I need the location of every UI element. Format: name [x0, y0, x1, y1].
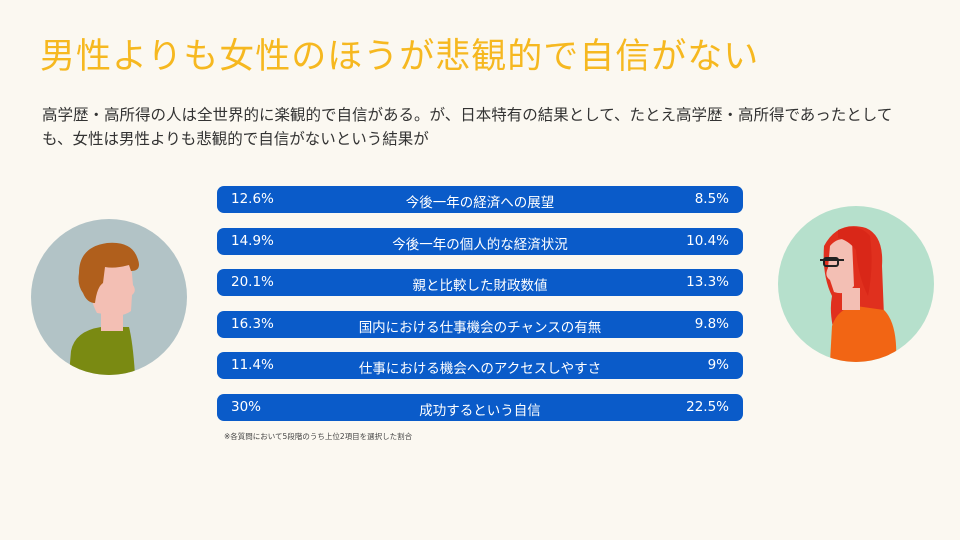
female-person-icon: [820, 226, 897, 362]
male-value: 12.6%: [231, 191, 274, 207]
female-value: 13.3%: [686, 274, 729, 290]
male-value: 16.3%: [231, 315, 274, 332]
female-value: 22.5%: [686, 398, 729, 415]
row-label: 親と比較した財政数値: [412, 278, 548, 294]
page-title: 男性よりも女性のほうが悲観的で自信がない: [40, 37, 760, 77]
row-label: 仕事における機会へのアクセスしやすさ: [358, 361, 602, 377]
female-value: 9.8%: [694, 315, 729, 332]
row-label: 国内における仕事機会のチャンスの有無: [358, 319, 602, 336]
comparison-row: 16.3% 国内における仕事機会のチャンスの有無 9.8%: [217, 310, 743, 338]
male-value: 20.1%: [231, 274, 274, 290]
comparison-rows: 12.6% 今後一年の経済への展望 8.5% 14.9% 今後一年の個人的な経済…: [217, 186, 743, 435]
female-value: 9%: [707, 357, 729, 373]
footnote: ※各質問において5段階のうち上位2項目を選択した割合: [224, 432, 413, 441]
male-avatar: [31, 219, 187, 375]
female-value: 8.5%: [694, 191, 729, 207]
row-label: 成功するという自信: [419, 402, 541, 419]
female-value: 10.4%: [686, 232, 729, 249]
male-value: 11.4%: [231, 357, 274, 373]
comparison-row: 20.1% 親と比較した財政数値 13.3%: [217, 269, 743, 296]
female-avatar: [778, 206, 934, 362]
comparison-row: 12.6% 今後一年の経済への展望 8.5%: [217, 186, 743, 213]
male-value: 14.9%: [231, 232, 274, 249]
male-person-icon: [69, 242, 139, 375]
row-label: 今後一年の個人的な経済状況: [392, 236, 568, 253]
comparison-row: 30% 成功するという自信 22.5%: [217, 393, 743, 421]
comparison-row: 14.9% 今後一年の個人的な経済状況 10.4%: [217, 227, 743, 255]
male-value: 30%: [231, 398, 262, 415]
subtitle-text: 高学歴・高所得の人は全世界的に楽観的で自信がある。が、日本特有の結果として、たと…: [42, 106, 893, 148]
comparison-row: 11.4% 仕事における機会へのアクセスしやすさ 9%: [217, 352, 743, 379]
row-label: 今後一年の経済への展望: [405, 195, 555, 211]
